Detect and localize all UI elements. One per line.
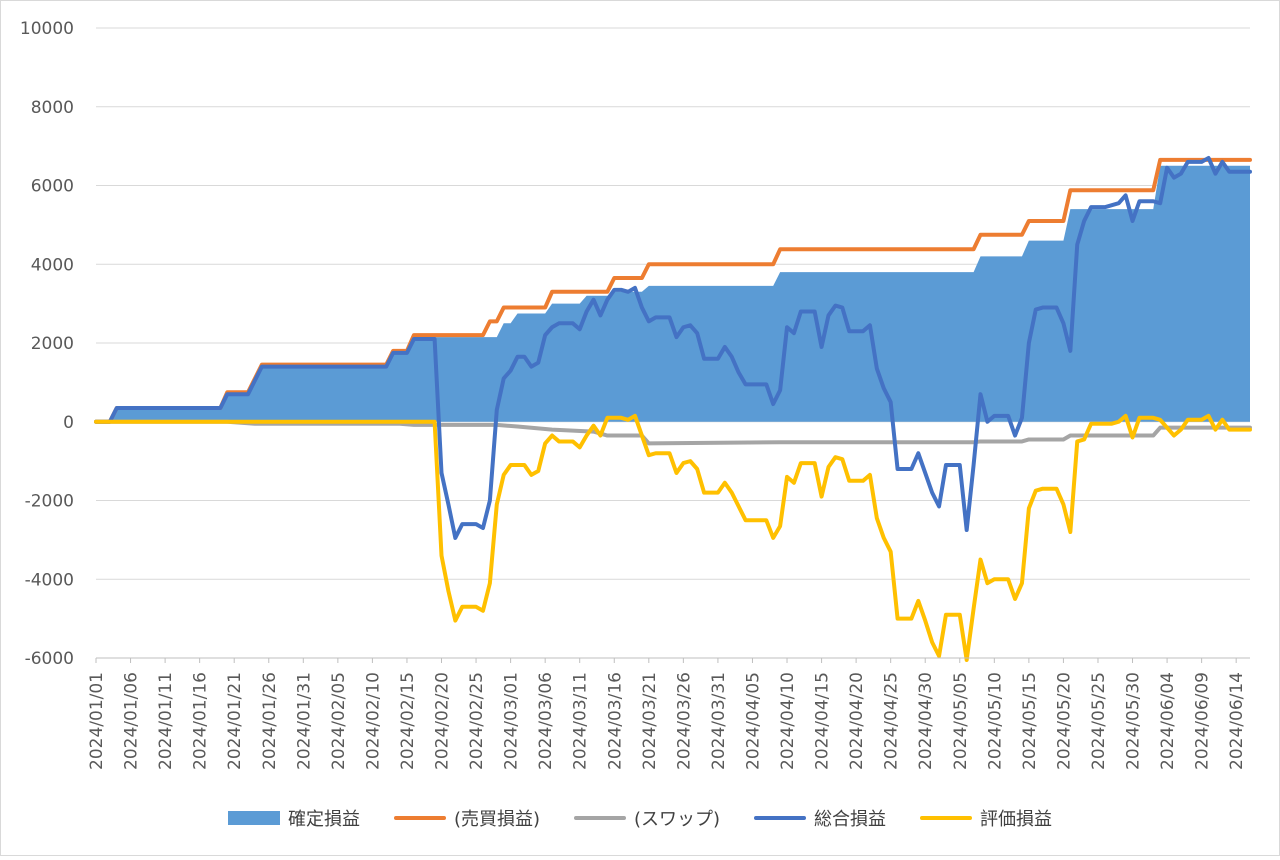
y-tick-label: 10000 (20, 19, 74, 39)
x-tick-label: 2024/01/21 (225, 672, 245, 770)
x-tick-label: 2024/05/15 (1020, 672, 1040, 770)
legend-swatch (227, 811, 280, 825)
x-tick-label: 2024/06/04 (1158, 672, 1178, 770)
legend-item: 総合損益 (754, 805, 886, 831)
y-tick-label: 8000 (31, 98, 74, 118)
x-tick-label: 2024/03/11 (571, 672, 591, 770)
x-tick-label: 2024/03/21 (640, 672, 660, 770)
legend-label: (売買損益) (453, 809, 540, 830)
legend-label: 確定損益 (287, 809, 360, 830)
legend-item: 確定損益 (227, 805, 360, 831)
legend-swatch (574, 816, 626, 820)
x-tick-label: 2024/05/20 (1054, 672, 1074, 770)
legend-swatch (754, 816, 807, 820)
x-tick-label: 2024/01/01 (87, 672, 107, 770)
x-tick-label: 2024/02/05 (329, 672, 349, 770)
x-tick-label: 2024/05/05 (951, 672, 971, 770)
legend-swatch (393, 816, 446, 820)
x-tick-label: 2024/03/06 (536, 672, 556, 770)
legend-item: (売買損益) (393, 805, 540, 831)
line-series-layer (94, 155, 1252, 662)
y-tick-label: -4000 (25, 570, 74, 590)
legend-label: 総合損益 (814, 809, 887, 830)
x-tick-label: 2024/05/30 (1124, 672, 1144, 770)
y-tick-label: 4000 (31, 255, 74, 275)
x-tick-label: 2024/03/31 (709, 672, 729, 770)
x-tick-label: 2024/04/30 (916, 672, 936, 770)
legend-swatch (920, 816, 973, 820)
x-tick-label: 2024/04/05 (743, 672, 763, 770)
x-tick-label: 2024/01/31 (294, 672, 314, 770)
axis-layer: 10000 8000 6000 4000 2000 0 -2000 -4000 -6000 202… (20, 19, 1250, 770)
x-tick-label: 2024/02/20 (433, 672, 453, 770)
x-tick-label: 2024/04/20 (847, 672, 867, 770)
x-tick-label: 2024/03/01 (502, 672, 522, 770)
legend-label: 評価損益 (980, 809, 1053, 830)
y-tick-label: -6000 (25, 649, 74, 669)
chart-legend: 確定損益 (売買損益) (スワップ) 総合損益 評価損益 (0, 806, 1280, 830)
y-tick-label: -2000 (25, 492, 74, 512)
y-tick-label: 6000 (31, 177, 74, 197)
x-tick-label: 2024/02/10 (363, 672, 383, 770)
x-tick-label: 2024/03/16 (605, 672, 625, 770)
x-tick-label: 2024/04/25 (882, 672, 902, 770)
x-tick-label: 2024/03/26 (674, 672, 694, 770)
x-tick-label: 2024/06/09 (1193, 672, 1213, 770)
x-tick-label: 2024/04/15 (813, 672, 833, 770)
x-tick-label: 2024/02/15 (398, 672, 418, 770)
x-tick-label: 2024/02/25 (467, 672, 487, 770)
x-tick-label: 2024/06/14 (1227, 672, 1247, 770)
x-tick-label: 2024/01/26 (260, 672, 280, 770)
series-area-kakutei (96, 165, 1250, 422)
legend-label: (スワップ) (634, 809, 721, 830)
x-tick-label: 2024/01/06 (122, 672, 142, 770)
legend-item: (スワップ) (574, 805, 720, 831)
legend-item: 評価損益 (920, 805, 1052, 831)
y-tick-label: 0 (63, 413, 74, 433)
x-tick-label: 2024/01/11 (156, 672, 176, 770)
x-tick-label: 2024/05/25 (1089, 672, 1109, 770)
area-series-layer (96, 165, 1250, 422)
x-tick-label: 2024/04/10 (778, 672, 798, 770)
series-line-4 (94, 413, 1252, 662)
series-line-3 (94, 155, 1252, 540)
x-tick-label: 2024/05/10 (985, 672, 1005, 770)
y-tick-label: 2000 (31, 334, 74, 354)
x-tick-label: 2024/01/16 (191, 672, 211, 770)
